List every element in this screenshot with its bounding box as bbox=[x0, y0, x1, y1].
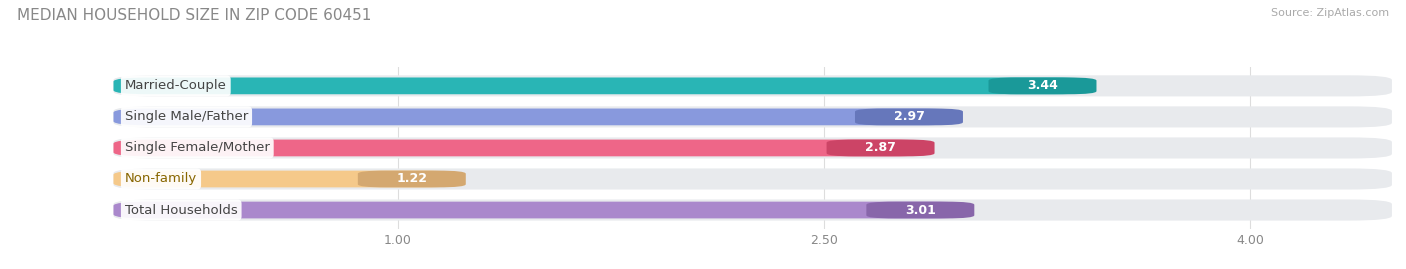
FancyBboxPatch shape bbox=[114, 106, 1392, 128]
Text: 2.87: 2.87 bbox=[865, 141, 896, 154]
FancyBboxPatch shape bbox=[114, 168, 1392, 190]
FancyBboxPatch shape bbox=[114, 202, 969, 218]
Text: Married-Couple: Married-Couple bbox=[125, 79, 226, 92]
Text: Single Female/Mother: Single Female/Mother bbox=[125, 141, 270, 154]
Text: 3.01: 3.01 bbox=[905, 204, 936, 217]
FancyBboxPatch shape bbox=[866, 202, 974, 218]
FancyBboxPatch shape bbox=[114, 171, 460, 187]
Text: 3.44: 3.44 bbox=[1026, 79, 1057, 92]
Text: 1.22: 1.22 bbox=[396, 172, 427, 186]
FancyBboxPatch shape bbox=[114, 77, 1091, 94]
Text: Single Male/Father: Single Male/Father bbox=[125, 110, 247, 123]
FancyBboxPatch shape bbox=[114, 140, 929, 156]
FancyBboxPatch shape bbox=[114, 75, 1392, 96]
FancyBboxPatch shape bbox=[114, 137, 1392, 158]
Text: Non-family: Non-family bbox=[125, 172, 197, 186]
FancyBboxPatch shape bbox=[827, 140, 935, 156]
FancyBboxPatch shape bbox=[988, 77, 1097, 94]
FancyBboxPatch shape bbox=[114, 200, 1392, 221]
FancyBboxPatch shape bbox=[357, 171, 465, 187]
FancyBboxPatch shape bbox=[855, 108, 963, 125]
Text: 2.97: 2.97 bbox=[894, 110, 924, 123]
Text: Source: ZipAtlas.com: Source: ZipAtlas.com bbox=[1271, 8, 1389, 18]
Text: Total Households: Total Households bbox=[125, 204, 238, 217]
Text: MEDIAN HOUSEHOLD SIZE IN ZIP CODE 60451: MEDIAN HOUSEHOLD SIZE IN ZIP CODE 60451 bbox=[17, 8, 371, 23]
FancyBboxPatch shape bbox=[114, 108, 957, 125]
